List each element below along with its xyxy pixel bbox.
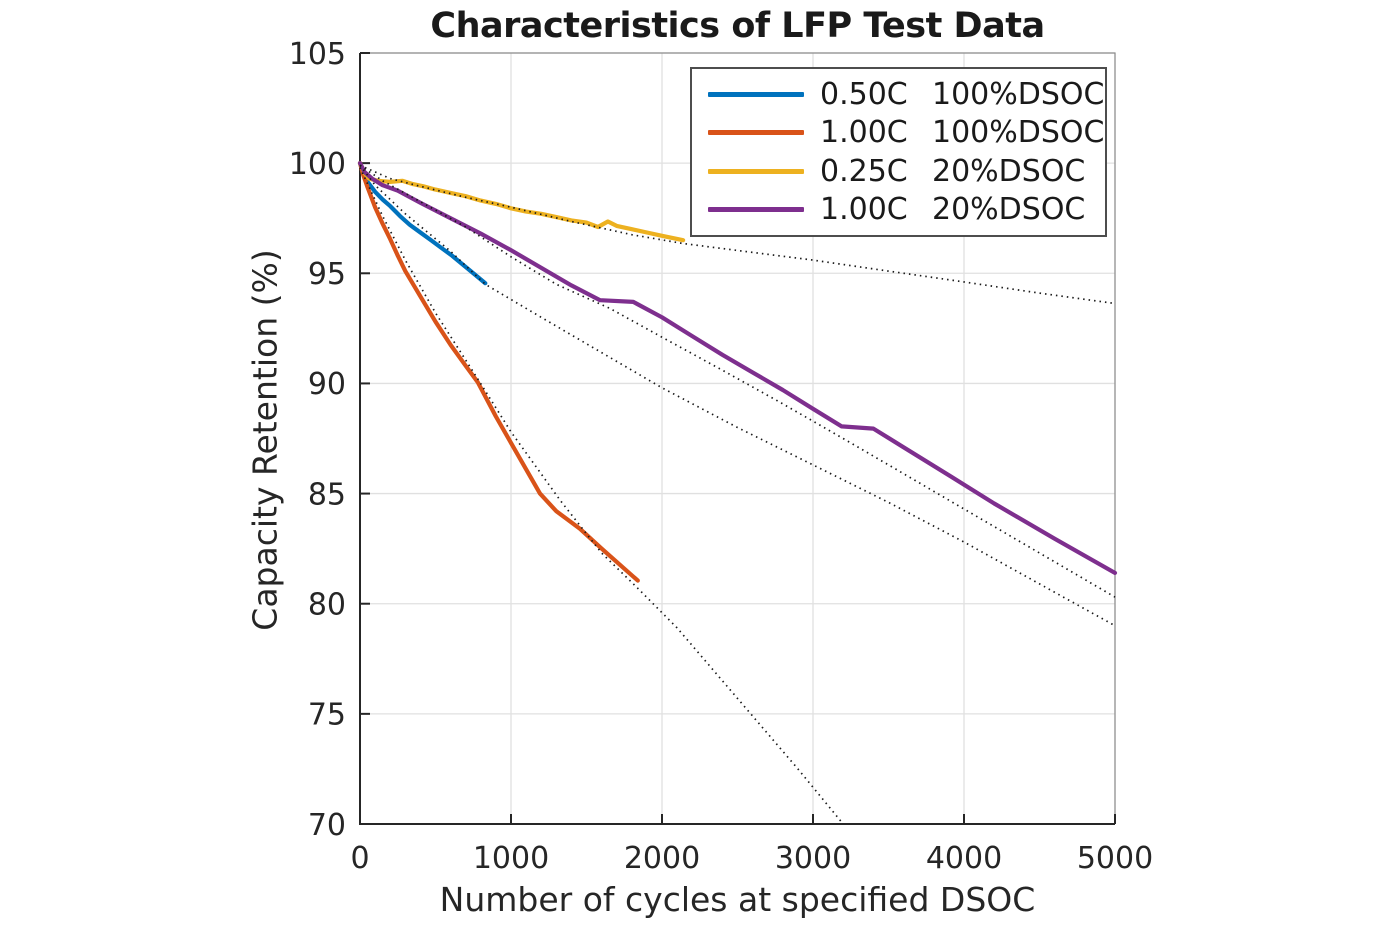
y-tick-label: 105	[289, 37, 346, 72]
x-tick-label: 5000	[1077, 841, 1153, 876]
y-tick-label: 80	[308, 588, 346, 623]
legend-entry: 1.00C 100%DSOC	[692, 114, 1105, 152]
x-tick-label: 2000	[624, 841, 700, 876]
fit-line-2	[359, 164, 1116, 305]
plot-border-top-right	[360, 52, 1116, 824]
legend-label-dsoc: 20%DSOC	[932, 192, 1086, 228]
legend-label-rate: 0.50C	[820, 76, 908, 112]
x-tick-label: 1000	[473, 841, 549, 876]
x-axis-label: Number of cycles at specified DSOC	[439, 880, 1036, 919]
legend-label-dsoc: 100%DSOC	[932, 76, 1105, 112]
legend-swatch-0	[708, 91, 804, 97]
fit-line-1	[359, 167, 844, 825]
legend-entry: 0.25C 20%DSOC	[692, 152, 1105, 190]
legend-box: 0.50C 100%DSOC 1.00C 100%DSOC 0.25C 20%DSOC…	[690, 67, 1107, 237]
y-tick-label: 100	[289, 147, 346, 182]
y-tick-label: 90	[308, 367, 346, 402]
series-line-2	[357, 161, 686, 243]
legend-label-rate: 1.00C	[820, 192, 908, 228]
x-tick-label: 3000	[775, 841, 851, 876]
legend-label-rate: 1.00C	[820, 115, 908, 151]
legend-swatch-2	[708, 168, 804, 174]
series-line-1	[357, 161, 640, 583]
y-tick-label: 85	[308, 477, 346, 512]
legend-entry: 0.50C 100%DSOC	[692, 75, 1105, 113]
legend-entry: 1.00C 20%DSOC	[692, 191, 1105, 229]
legend-swatch-3	[708, 207, 804, 213]
y-tick-label: 75	[308, 698, 346, 733]
legend-label-dsoc: 20%DSOC	[932, 153, 1086, 189]
legend-swatch-1	[708, 130, 804, 136]
legend-label-rate: 0.25C	[820, 153, 908, 189]
x-tick-label: 4000	[926, 841, 1002, 876]
x-tick-label: 0	[350, 841, 369, 876]
fit-line-3	[359, 164, 1116, 598]
series-line-0	[357, 161, 488, 286]
series-line-3	[357, 161, 1118, 576]
legend-label-dsoc: 100%DSOC	[932, 115, 1105, 151]
y-tick-label: 95	[308, 257, 346, 292]
chart-title: Characteristics of LFP Test Data	[430, 6, 1045, 46]
y-tick-label: 70	[308, 808, 346, 843]
